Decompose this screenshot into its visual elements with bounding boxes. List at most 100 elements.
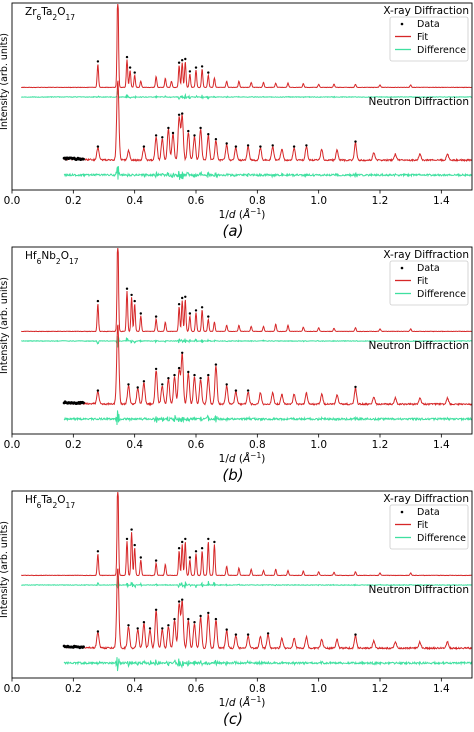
xray-data-point (184, 57, 187, 61)
neutron-data-point (354, 385, 357, 389)
xray-data-point (213, 540, 216, 544)
xray-data-point (125, 55, 129, 59)
legend-label: Difference (417, 45, 466, 56)
xray-data-point (207, 537, 210, 541)
x-tick-label: 0.8 (249, 439, 266, 451)
neutron-data-point (171, 131, 175, 135)
xray-data-points (96, 55, 210, 74)
xray-data-point (128, 66, 132, 69)
neutron-data-point (127, 624, 130, 627)
x-tick-label: 0.6 (188, 439, 205, 451)
panel-caption: (a) (223, 222, 244, 240)
x-tick-label: 0.0 (4, 195, 21, 207)
x-tick-label: 1.0 (310, 195, 327, 207)
x-label-unit: Å (242, 696, 250, 709)
xray-data-point (207, 315, 210, 318)
xray-data-point (177, 547, 181, 550)
formula-subscript: 2 (53, 501, 58, 510)
legend-entry-data: Data (400, 507, 440, 518)
neutron-section-label: Neutron Diffraction (369, 584, 469, 596)
neutron-data-point (173, 373, 176, 377)
neutron-data-point (193, 373, 196, 377)
neutron-data-point (173, 617, 176, 621)
x-tick-label: 1.2 (372, 195, 389, 207)
neutron-section-label: Neutron Diffraction (369, 340, 469, 352)
neutron-data-point (96, 145, 100, 148)
neutron-data-point (354, 633, 357, 636)
legend-entry-difference: Difference (395, 45, 466, 56)
legend-entry-data: Data (400, 19, 440, 30)
xray-data-points (96, 287, 210, 318)
formula-subscript: 2 (52, 13, 57, 22)
neutron-data-point (246, 144, 250, 147)
xray-data-point (181, 59, 184, 62)
xray-data-point (139, 312, 142, 315)
neutron-fit-curve (63, 324, 473, 407)
neutron-data-point (96, 389, 100, 392)
xray-data-point (181, 540, 184, 544)
neutron-data-point (266, 632, 270, 635)
formula-element: Hf (25, 250, 37, 262)
neutron-data-point (259, 145, 262, 148)
xray-data-point (125, 287, 129, 290)
neutron-data-point (199, 377, 202, 380)
neutron-data-point (142, 621, 146, 624)
neutron-data-point (225, 628, 228, 631)
xray-data-point (96, 550, 100, 553)
x-label-close: ) (261, 209, 265, 221)
legend-entry-fit: Fit (395, 520, 428, 531)
xray-fit-curve (21, 247, 472, 333)
xray-data-point (133, 71, 136, 74)
x-tick-label: 1.4 (433, 439, 450, 451)
xray-data-points (96, 528, 216, 562)
neutron-difference-curve (63, 410, 473, 426)
formula-subscript: 6 (37, 501, 42, 510)
xray-data-point (133, 299, 136, 303)
neutron-fit-curve (63, 568, 472, 651)
x-label-d: d (229, 697, 236, 709)
xray-difference-curve (21, 89, 472, 101)
x-label-close: ) (261, 453, 265, 465)
legend: Data Fit Difference (389, 260, 469, 306)
xray-data-point (177, 303, 181, 306)
x-tick-label: 1.2 (372, 439, 389, 451)
neutron-data-point (181, 598, 184, 601)
y-axis-label: Intensity (arb. units) (0, 521, 10, 618)
neutron-data-point (167, 377, 170, 380)
neutron-difference-curve (63, 166, 473, 180)
x-tick-label: 1.4 (433, 683, 450, 695)
x-tick-label: 1.4 (433, 195, 450, 207)
x-tick-label: 0.4 (126, 195, 143, 207)
plot-area (20, 3, 473, 180)
neutron-data-point (154, 367, 158, 371)
formula-subscript: 17 (69, 257, 79, 266)
formula-subscript: 2 (56, 257, 61, 266)
x-label-unit: Å (242, 208, 250, 221)
formula-element: Hf (25, 494, 37, 506)
x-axis-label: 1/d (Å−1) (219, 451, 266, 466)
formula-element: O (57, 494, 65, 506)
xray-data-point (139, 556, 142, 559)
neutron-data-point (187, 370, 190, 374)
xray-section-label: X-ray Diffraction (383, 493, 469, 505)
plot-area (21, 247, 473, 426)
x-label-d: d (229, 209, 236, 221)
x-label-exponent: −1 (250, 695, 261, 704)
neutron-data-point (82, 157, 85, 161)
formula-subscript: 6 (37, 13, 42, 22)
compound-formula: Hf6Ta2O17 (25, 494, 75, 510)
neutron-data-point (136, 386, 139, 389)
neutron-data-point (167, 126, 170, 130)
neutron-data-point (292, 145, 296, 148)
x-tick-label: 1.0 (310, 439, 327, 451)
legend-label: Data (417, 507, 440, 518)
neutron-data-point (271, 144, 274, 147)
xray-data-point (130, 528, 133, 531)
legend-label: Difference (417, 289, 466, 300)
neutron-data-point (193, 621, 196, 624)
xray-difference-curve (21, 335, 472, 348)
xray-data-point (177, 61, 181, 64)
neutron-data-point (225, 142, 228, 145)
legend-entry-data: Data (400, 263, 440, 274)
x-tick-label: 0.4 (126, 683, 143, 695)
